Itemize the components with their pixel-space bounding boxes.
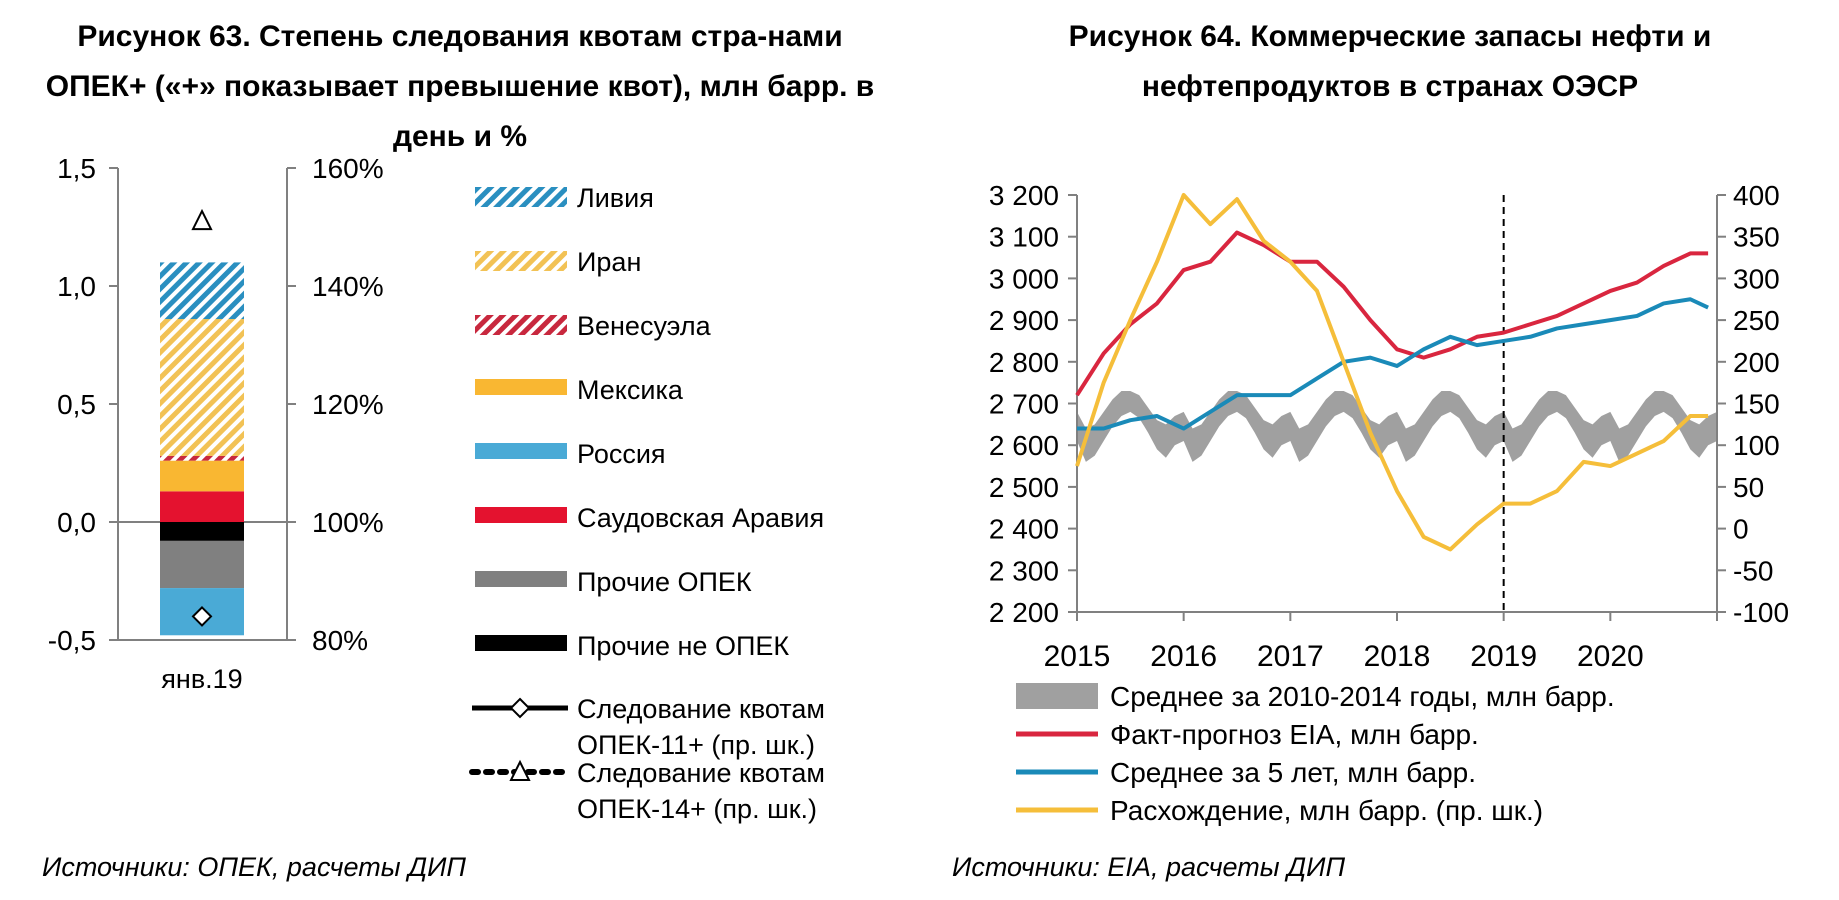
y-tick-label: 3 200 bbox=[989, 180, 1059, 211]
y2-tick-label: 100% bbox=[312, 507, 384, 538]
legend-label-other-opec: Прочие ОПЕК bbox=[577, 567, 752, 597]
y2-tick-label: 400 bbox=[1733, 180, 1780, 211]
y2-tick-label: 100 bbox=[1733, 430, 1780, 461]
chart-oecd-oil-stocks: 3 200 400 3 100 350 3 000 300 2 900 250 2 800 200… bbox=[989, 180, 1789, 673]
y-tick-label: 2 600 bbox=[989, 430, 1059, 461]
y2-tick-label: 80% bbox=[312, 625, 368, 656]
legend-label-range-band: Среднее за 2010-2014 годы, млн барр. bbox=[1110, 681, 1615, 712]
legend-swatch-range-band bbox=[1016, 683, 1098, 709]
legend-label-libya: Ливия bbox=[577, 183, 654, 213]
y-tick-label: 0,0 bbox=[57, 507, 96, 538]
legend-swatch-mexico bbox=[475, 379, 567, 395]
bar-iran bbox=[160, 319, 244, 456]
y2-tick-label: -50 bbox=[1733, 555, 1773, 586]
y2-tick-label: 160% bbox=[312, 153, 384, 184]
legend-diamond-icon bbox=[509, 697, 531, 719]
legend-triangle-icon bbox=[509, 759, 531, 781]
legend-label-mexico: Мексика bbox=[577, 375, 684, 405]
y-tick-label: 3 000 bbox=[989, 263, 1059, 294]
y2-tick-label: 150 bbox=[1733, 389, 1780, 420]
bar-other-non-opec bbox=[160, 522, 244, 541]
bar-saudi bbox=[160, 491, 244, 522]
legend-opec-quota-compliance: Ливия Иран Венесуэла Мексика Россия Саудовска… bbox=[469, 183, 825, 824]
legend-label-russia: Россия bbox=[577, 439, 666, 469]
legend-swatch-russia bbox=[475, 443, 567, 459]
y-tick-label: 0,5 bbox=[57, 389, 96, 420]
x-tick-label: 2018 bbox=[1364, 640, 1431, 673]
x-tick-label: 2019 bbox=[1470, 640, 1537, 673]
legend-swatch-iran bbox=[475, 251, 567, 271]
bar-venezuela bbox=[160, 455, 244, 461]
x-tick-label: 2020 bbox=[1577, 640, 1644, 673]
y2-tick-label: 350 bbox=[1733, 222, 1780, 253]
legend-swatch-other-non-opec bbox=[475, 635, 567, 651]
marker-opec14-triangle bbox=[191, 208, 213, 231]
series-line-divergence bbox=[1075, 193, 1709, 552]
series-line-avg5 bbox=[1077, 297, 1709, 431]
legend-label-opec11-line2: ОПЕК-11+ (пр. шк.) bbox=[577, 730, 815, 760]
x-tick-label: 2015 bbox=[1044, 640, 1111, 673]
bar-mexico bbox=[160, 460, 244, 492]
y-tick-label: 2 200 bbox=[989, 597, 1059, 628]
chart-opec-quota-compliance: 1,5 160% 1,0 140% 0,5 120% 0,0 100% -0,5 80% янв.1… bbox=[48, 153, 384, 694]
legend-label-other-non-opec: Прочие не ОПЕК bbox=[577, 631, 789, 661]
series-line-eia bbox=[1075, 230, 1709, 397]
y-tick-label: 2 800 bbox=[989, 347, 1059, 378]
y2-tick-label: -100 bbox=[1733, 597, 1789, 628]
legend-swatch-libya bbox=[475, 187, 567, 207]
figure-64-title: Рисунок 64. Коммерческие запасы нефти и … bbox=[1068, 20, 1712, 103]
y2-tick-label: 300 bbox=[1733, 263, 1780, 294]
marker-opec11-diamond bbox=[191, 605, 213, 627]
y-tick-label: 2 400 bbox=[989, 514, 1059, 545]
legend-label-avg5: Среднее за 5 лет, млн барр. bbox=[1110, 757, 1476, 788]
legend-label-iran: Иран bbox=[577, 247, 641, 277]
y2-tick-label: 120% bbox=[312, 389, 384, 420]
x-tick-label: 2016 bbox=[1150, 640, 1217, 673]
figure-63-source: Источники: ОПЕК, расчеты ДИП bbox=[42, 852, 466, 882]
y-tick-label: 2 500 bbox=[989, 472, 1059, 503]
y2-tick-label: 50 bbox=[1733, 472, 1764, 503]
legend-label-eia: Факт-прогноз EIA, млн барр. bbox=[1110, 719, 1479, 750]
legend-label-divergence: Расхождение, млн барр. (пр. шк.) bbox=[1110, 795, 1543, 826]
y2-tick-label: 0 bbox=[1733, 514, 1749, 545]
figure-63-title: Рисунок 63. Степень следования квотам ст… bbox=[45, 20, 875, 153]
bar-other-opec bbox=[160, 540, 244, 589]
y-tick-label: 3 100 bbox=[989, 222, 1059, 253]
legend-swatch-venezuela bbox=[475, 315, 567, 335]
y-tick-label: 2 900 bbox=[989, 305, 1059, 336]
legend-oecd-oil-stocks: Среднее за 2010-2014 годы, млн барр. Факт… bbox=[1016, 681, 1615, 826]
y2-tick-label: 250 bbox=[1733, 305, 1780, 336]
range-band-2010-2014 bbox=[1077, 390, 1717, 462]
y-tick-label: -0,5 bbox=[48, 625, 96, 656]
y-tick-label: 2 700 bbox=[989, 389, 1059, 420]
x-tick-label: 2017 bbox=[1257, 640, 1324, 673]
figure-64-source: Источники: EIA, расчеты ДИП bbox=[952, 852, 1346, 882]
legend-label-opec11-line1: Следование квотам bbox=[577, 694, 825, 724]
legend-label-opec14-line2: ОПЕК-14+ (пр. шк.) bbox=[577, 794, 817, 824]
x-category-label: янв.19 bbox=[161, 664, 242, 694]
y-tick-label: 1,0 bbox=[57, 271, 96, 302]
legend-swatch-saudi bbox=[475, 507, 567, 523]
y2-tick-label: 140% bbox=[312, 271, 384, 302]
bar-libya bbox=[160, 262, 244, 320]
y-tick-label: 2 300 bbox=[989, 555, 1059, 586]
legend-swatch-other-opec bbox=[475, 571, 567, 587]
legend-label-venezuela: Венесуэла bbox=[577, 311, 712, 341]
y-tick-label: 1,5 bbox=[57, 153, 96, 184]
legend-label-saudi: Саудовская Аравия bbox=[577, 503, 824, 533]
legend-label-opec14-line1: Следование квотам bbox=[577, 758, 825, 788]
y2-tick-label: 200 bbox=[1733, 347, 1780, 378]
